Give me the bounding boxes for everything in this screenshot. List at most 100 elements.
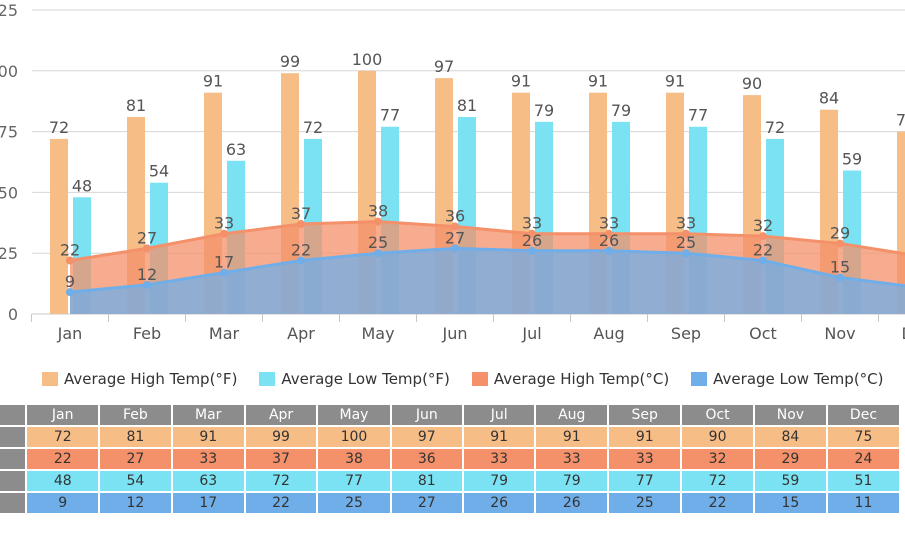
table-cell: 27 bbox=[389, 491, 465, 515]
table-cell: 90 bbox=[680, 425, 755, 449]
table-cell: 11 bbox=[825, 491, 902, 515]
y-tick-label: 50 bbox=[0, 183, 18, 202]
table-cell: 26 bbox=[462, 491, 537, 515]
table-header-cell: May bbox=[316, 403, 392, 427]
y-tick-label: 0 bbox=[8, 305, 18, 324]
table-cell: 33 bbox=[170, 447, 246, 471]
x-tick-label: Jan bbox=[57, 324, 83, 343]
x-tick-label: May bbox=[361, 324, 394, 343]
temperature-chart: 0 25 50 75 100 125 Jan Feb Mar Apr May Jun Jul Aug Sep… bbox=[0, 1, 905, 343]
area-value-label: 33 bbox=[214, 214, 234, 233]
table-cell: 91 bbox=[462, 425, 537, 449]
area-value-label: 25 bbox=[368, 233, 388, 252]
table-cell: 100 bbox=[316, 425, 392, 449]
x-tick-label: Apr bbox=[287, 324, 315, 343]
table-cell: 77 bbox=[607, 469, 683, 493]
y-tick-label: 125 bbox=[0, 1, 18, 20]
table-cell: 25 bbox=[316, 491, 392, 515]
table-cell: 51 bbox=[825, 469, 902, 493]
area-point bbox=[836, 239, 844, 248]
table-cell: 22 bbox=[25, 447, 100, 471]
legend-item-low-f[interactable]: Average Low Temp(°F) bbox=[259, 370, 450, 388]
table-row-header bbox=[0, 425, 28, 449]
legend-item-high-c[interactable]: Average High Temp(°C) bbox=[471, 370, 669, 388]
x-tick-label: Dec bbox=[902, 324, 905, 343]
area-point bbox=[374, 217, 382, 226]
area-value-label: 33 bbox=[676, 214, 696, 233]
table-cell: 81 bbox=[389, 469, 465, 493]
table-header-cell: Nov bbox=[752, 403, 828, 427]
area-value-label: 15 bbox=[830, 258, 850, 277]
table-cell: 12 bbox=[97, 491, 173, 515]
area-value-label: 9 bbox=[65, 272, 75, 291]
bar-value-label: 77 bbox=[688, 106, 708, 125]
table-cell: 91 bbox=[170, 425, 246, 449]
area-point bbox=[66, 256, 74, 265]
area-point bbox=[759, 256, 767, 265]
table-cell: 29 bbox=[752, 447, 828, 471]
x-tick-label: Nov bbox=[824, 324, 855, 343]
table-cell: 79 bbox=[462, 469, 537, 493]
table-cell: 75 bbox=[825, 425, 902, 449]
bar-value-label: 79 bbox=[611, 101, 631, 120]
area-value-label: 26 bbox=[599, 231, 619, 250]
table-row: 9 12 17 22 25 27 26 26 25 22 15 11 bbox=[0, 491, 902, 515]
area-point bbox=[605, 246, 613, 255]
table-row: 22 27 33 37 38 36 33 33 33 32 29 24 bbox=[0, 447, 902, 471]
table-cell: 91 bbox=[607, 425, 683, 449]
table-cell: 72 bbox=[680, 469, 755, 493]
area-point bbox=[374, 249, 382, 258]
area-value-label: 22 bbox=[60, 240, 80, 259]
x-tick-label: Jun bbox=[442, 324, 468, 343]
area-point bbox=[451, 244, 459, 253]
table-row-header bbox=[0, 469, 28, 493]
bar bbox=[50, 138, 68, 314]
bar-value-label: 100 bbox=[352, 50, 383, 69]
table-cell: 17 bbox=[170, 491, 246, 515]
legend-swatch-high-f bbox=[42, 372, 58, 386]
table-row: 72 81 91 99 100 97 91 91 91 90 84 75 bbox=[0, 425, 902, 449]
area-value-label: 33 bbox=[522, 214, 542, 233]
bar-value-label: 63 bbox=[226, 140, 246, 159]
area-point bbox=[682, 249, 690, 258]
bar-value-label: 81 bbox=[126, 96, 146, 115]
table-cell: 15 bbox=[752, 491, 828, 515]
table-cell: 54 bbox=[97, 469, 173, 493]
bar-value-label: 75 bbox=[896, 111, 905, 130]
table-header-cell: Sep bbox=[607, 403, 683, 427]
table-row-header bbox=[0, 447, 28, 471]
area-point bbox=[682, 229, 690, 238]
area-point bbox=[836, 273, 844, 282]
bar-value-label: 72 bbox=[303, 118, 323, 137]
x-tick-label: Mar bbox=[209, 324, 240, 343]
legend-item-low-c[interactable]: Average Low Temp(°C) bbox=[691, 370, 884, 388]
legend-label-low-f: Average Low Temp(°F) bbox=[281, 370, 450, 388]
area-point bbox=[451, 222, 459, 231]
area-point bbox=[297, 256, 305, 265]
x-tick-label: Sep bbox=[671, 324, 701, 343]
area-point bbox=[143, 280, 151, 289]
legend-label-high-f: Average High Temp(°F) bbox=[64, 370, 238, 388]
legend-label-low-c: Average Low Temp(°C) bbox=[713, 370, 884, 388]
bar-value-label: 54 bbox=[149, 162, 169, 181]
y-tick-label: 100 bbox=[0, 62, 18, 81]
bar-value-label: 91 bbox=[665, 72, 685, 91]
table-header-row: Jan Feb Mar Apr May Jun Jul Aug Sep Oct Nov Dec bbox=[0, 403, 902, 427]
bar-value-label: 79 bbox=[534, 101, 554, 120]
area-value-label: 12 bbox=[137, 265, 157, 284]
bar-value-label: 59 bbox=[842, 150, 862, 169]
table-cell: 72 bbox=[243, 469, 319, 493]
area-value-label: 22 bbox=[753, 240, 773, 259]
table-corner-cell bbox=[0, 403, 28, 427]
area-value-label: 32 bbox=[753, 216, 773, 235]
bar-value-label: 77 bbox=[380, 106, 400, 125]
legend-swatch-low-c bbox=[691, 372, 708, 386]
table-cell: 63 bbox=[170, 469, 246, 493]
table-header-cell: Oct bbox=[680, 403, 755, 427]
legend-item-high-f[interactable]: Average High Temp(°F) bbox=[42, 370, 237, 388]
area-value-label: 22 bbox=[291, 240, 311, 259]
y-tick-label: 75 bbox=[0, 123, 18, 142]
area-value-label: 33 bbox=[599, 214, 619, 233]
legend-swatch-low-f bbox=[259, 372, 276, 386]
bar-value-label: 91 bbox=[203, 72, 223, 91]
